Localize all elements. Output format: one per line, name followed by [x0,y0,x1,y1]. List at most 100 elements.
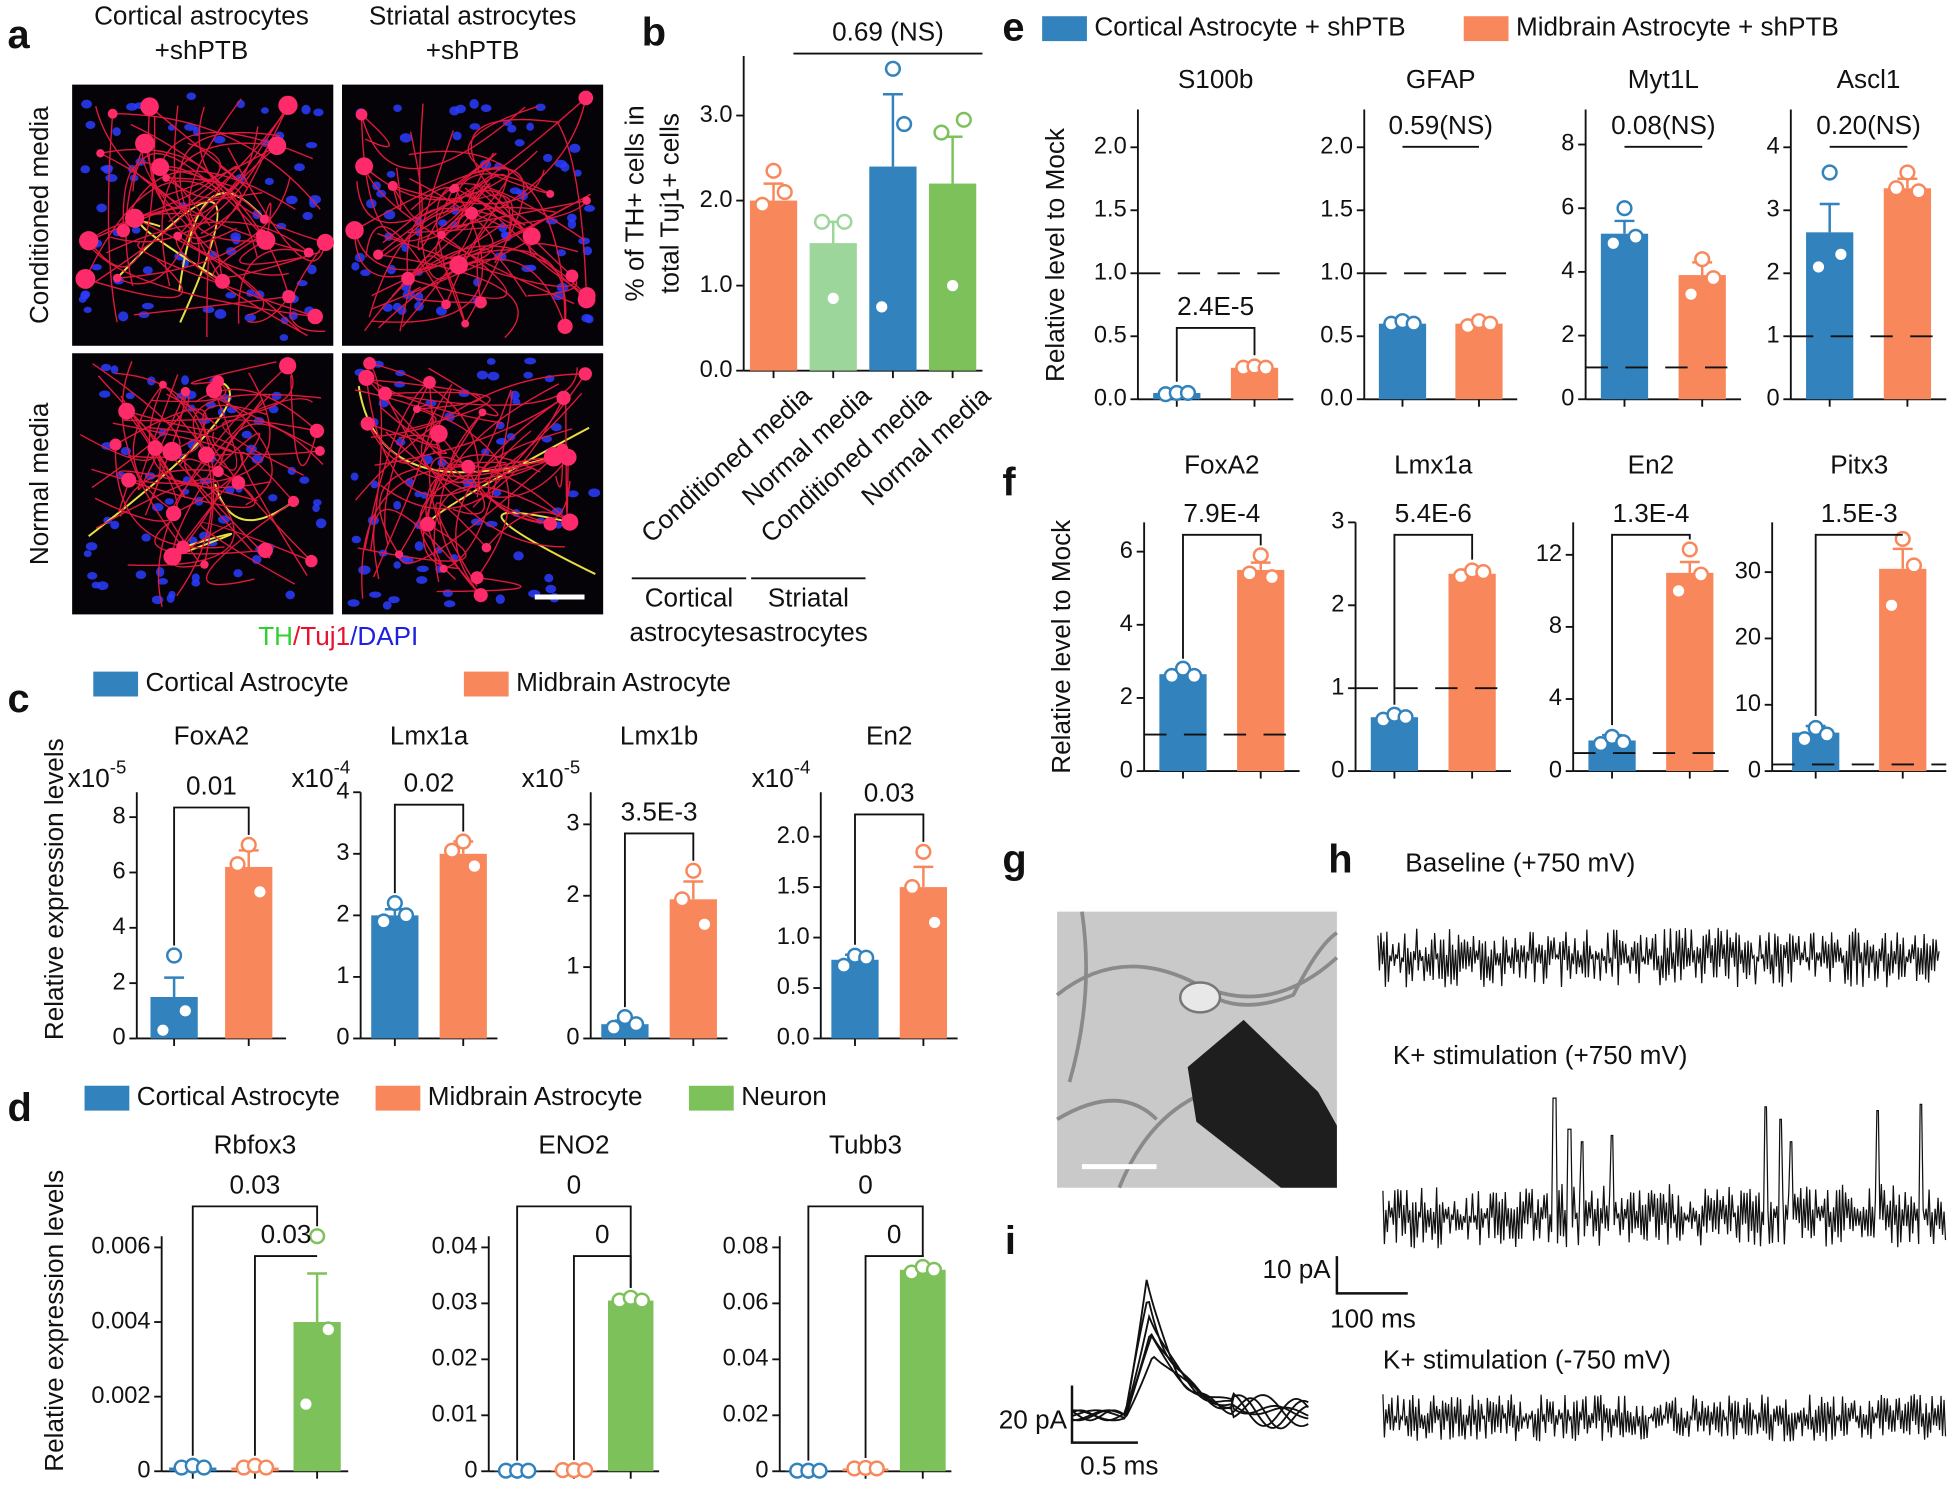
data-point [443,842,461,859]
panel-letter: f [1002,461,1016,505]
neurite [410,286,481,304]
neurite [91,391,190,489]
nucleus [299,476,310,484]
cell-body [303,247,314,258]
nucleus [126,102,138,111]
nucleus [112,127,121,136]
nucleus [393,500,402,510]
y-tick-label: 0.5 [1320,323,1353,349]
neurite [84,237,316,318]
comparison-label: 7.9E-4 [1183,498,1260,528]
row-label: Normal media [24,402,54,565]
legend-label: Midbrain Astrocyte + shPTB [1516,12,1839,42]
neurite [408,150,566,327]
scale-base: x10 [68,763,110,793]
cell-body [176,540,190,555]
comparison-bracket [191,1205,319,1456]
cell-body [214,273,230,289]
panel-letter: h [1328,837,1352,881]
cell-body [578,367,592,381]
caption-part: /DAPI [350,621,418,651]
cell-body [478,408,487,417]
cell-body [256,230,276,250]
scale-label: 10 pA [1262,1254,1331,1284]
cell-body [449,185,457,194]
y-tick-label: 4 [336,778,349,804]
y-tick-label: 6 [1561,194,1574,220]
error-bar [164,976,185,997]
neurite [556,120,588,300]
comparison-label: 0.69 (NS) [832,17,944,47]
data-point [605,1019,622,1036]
y-tick-label: 0 [1766,385,1779,411]
data-point [1263,569,1280,586]
cell-body [441,299,451,310]
data-point [258,1459,275,1476]
neurite [161,142,278,287]
data-point [1905,557,1923,574]
comparison-label: 2.4E-5 [1177,291,1254,321]
column-label: +shPTB [426,35,520,65]
neurite [354,389,510,579]
group-label: Cortical [645,582,734,612]
nucleus [87,572,98,580]
neurite [175,235,308,337]
cell-body [267,136,287,156]
neurite [212,234,321,279]
comparison-label: 0 [858,1169,873,1199]
data-point [776,183,793,201]
legend-swatch [93,671,139,697]
neurite [91,468,256,509]
comparison-label: 5.4E-6 [1395,498,1472,528]
cell-body [75,268,96,289]
cell-body [474,296,487,309]
nucleus [347,599,360,607]
neurite [439,383,560,596]
y-tick-label: 0.02 [432,1346,478,1372]
neurite [205,500,294,586]
neurite [367,423,447,455]
y-tick-label: 0 [1748,757,1761,783]
cell-body [257,542,273,558]
scale-exponent: -5 [110,757,127,778]
neurite [122,162,211,231]
axis-scale: x10-4 [752,757,811,793]
nucleus [141,302,154,310]
data-point [858,949,875,966]
y-tick-label: 0.0 [1094,385,1127,411]
y-tick-label: 0.03 [432,1290,478,1316]
nucleus [305,142,318,149]
nucleus [416,565,429,573]
y-tick-label: 0.02 [723,1402,769,1428]
y-tick-label: 0.0 [777,1025,810,1051]
y-tick-label: 0 [1331,757,1344,783]
nucleus [388,596,400,604]
data-point [240,836,257,853]
nucleus [386,170,396,178]
caption-part: /Tuj1 [293,621,350,651]
y-tick-label: 0 [336,1025,349,1051]
nucleus [80,165,91,174]
neurite [117,176,291,279]
neurite [114,372,215,565]
nucleus [566,213,577,223]
neurite [418,103,460,280]
neurite [500,511,596,575]
nucleus [213,135,226,144]
neurite [127,384,202,459]
nucleus [360,269,371,277]
legend-swatch [688,1085,734,1111]
chart-title: Lmx1a [1394,449,1473,479]
data-point [813,213,831,230]
y-tick-label: 1.0 [777,924,810,950]
legend-swatch [375,1085,421,1111]
nucleus [91,263,102,271]
trace-label: K+ stimulation (-750 mV) [1383,1345,1671,1375]
neurite [365,226,447,305]
y-tick-label: 1 [1766,323,1779,349]
cell-body [358,369,375,386]
cell-body [439,564,448,573]
bar [1448,573,1496,772]
data-point [628,1016,645,1033]
y-tick-label: 4 [1120,611,1133,637]
